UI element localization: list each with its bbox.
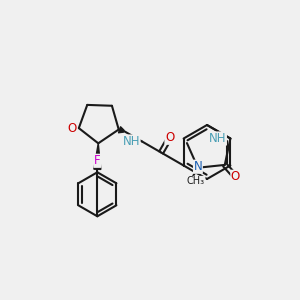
Text: O: O [231,170,240,183]
Text: NH: NH [122,135,140,148]
Text: CH₃: CH₃ [187,176,205,186]
Text: NH: NH [209,132,226,145]
Text: O: O [68,122,77,135]
Polygon shape [94,143,101,170]
Text: F: F [94,154,101,167]
Text: N: N [194,160,202,173]
Text: O: O [165,131,174,144]
